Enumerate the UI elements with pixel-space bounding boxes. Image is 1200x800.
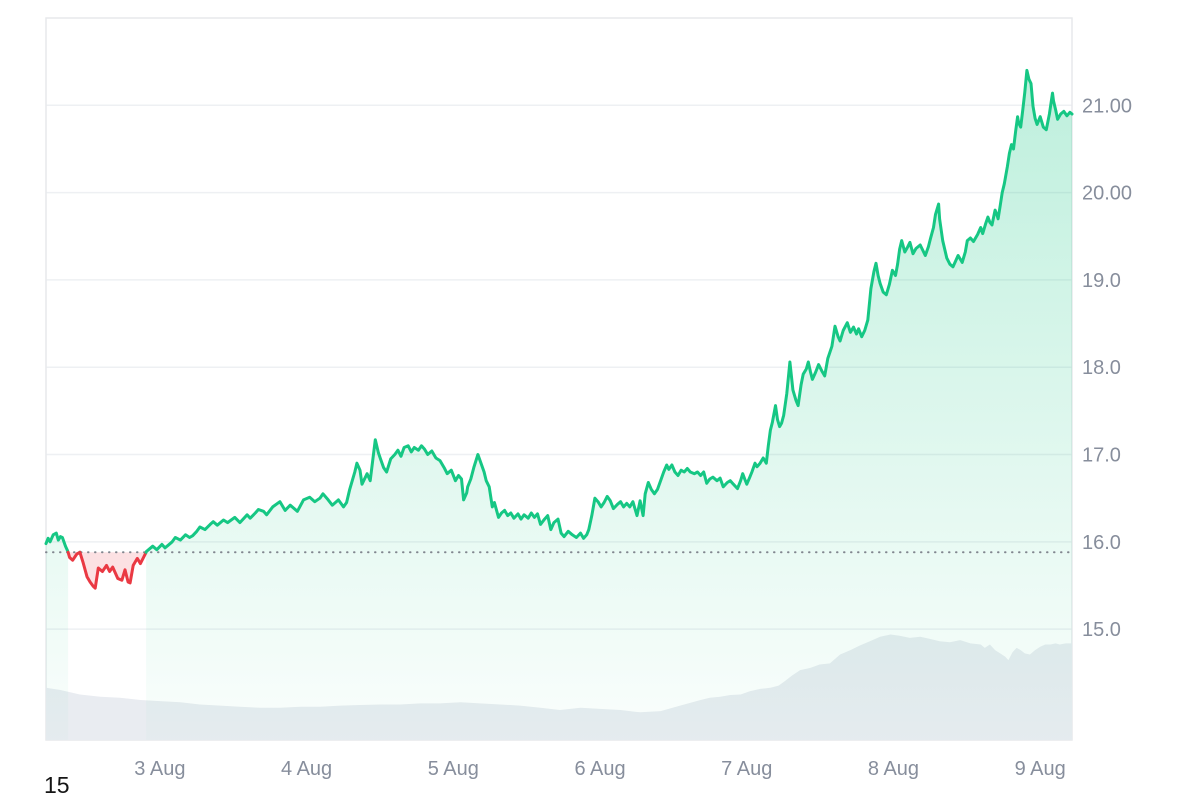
- x-axis-tick-label: 6 Aug: [574, 758, 625, 780]
- price-area-up: [46, 533, 69, 740]
- price-line-up: [44, 531, 70, 554]
- x-axis-tick-label: 4 Aug: [281, 758, 332, 780]
- y-axis-tick-label: 21.00: [1082, 95, 1132, 117]
- range-label: 15: [44, 772, 70, 798]
- x-axis-tick-label: 9 Aug: [1015, 758, 1066, 780]
- price-line-down: [78, 550, 148, 590]
- price-line-down: [66, 550, 82, 562]
- y-axis-tick-label: 18.0: [1082, 357, 1121, 379]
- price-area-up: [146, 70, 1073, 740]
- y-axis-tick-label: 17.0: [1082, 445, 1121, 467]
- y-axis-tick-label: 19.0: [1082, 270, 1121, 292]
- x-axis-tick-label: 8 Aug: [868, 758, 919, 780]
- y-axis-tick-label: 15.0: [1082, 619, 1121, 641]
- y-axis-tick-label: 20.00: [1082, 183, 1132, 205]
- x-axis-tick-label: 3 Aug: [134, 758, 185, 780]
- x-axis-tick-label: 5 Aug: [428, 758, 479, 780]
- price-line-up: [144, 68, 1074, 554]
- x-axis-tick-label: 7 Aug: [721, 758, 772, 780]
- y-axis-tick-label: 16.0: [1082, 532, 1121, 554]
